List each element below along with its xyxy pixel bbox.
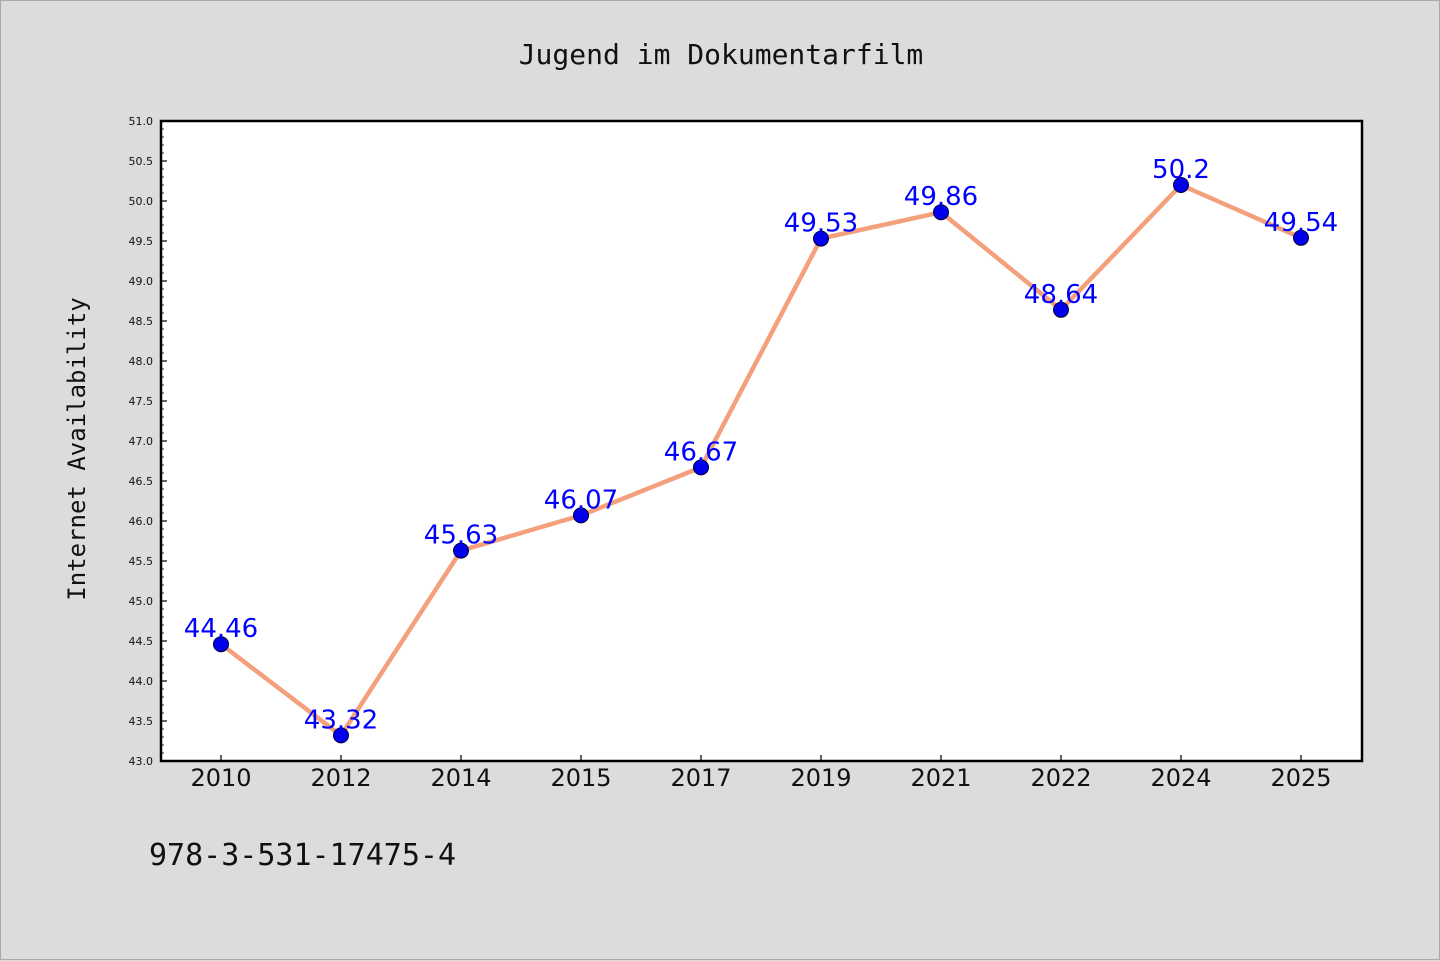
y-tick-label: 50.0 bbox=[129, 195, 154, 208]
data-label: 45.63 bbox=[424, 521, 498, 551]
y-tick-label: 47.0 bbox=[129, 435, 154, 448]
x-tick-label: 2010 bbox=[190, 764, 251, 792]
data-point-marker bbox=[573, 507, 589, 524]
x-tick-label: 2019 bbox=[790, 764, 851, 792]
y-tick-label: 43.5 bbox=[129, 715, 154, 728]
series-layer bbox=[213, 177, 1309, 744]
data-label: 49.86 bbox=[904, 182, 978, 212]
data-point-marker bbox=[1053, 301, 1069, 318]
data-point-marker bbox=[933, 204, 949, 221]
y-tick-label: 46.5 bbox=[129, 475, 154, 488]
y-tick-label: 43.0 bbox=[129, 755, 154, 768]
x-tick-label: 2024 bbox=[1150, 764, 1211, 792]
y-tick-label: 49.5 bbox=[129, 235, 154, 248]
data-label: 48.64 bbox=[1024, 280, 1098, 310]
y-tick-label: 48.0 bbox=[129, 355, 154, 368]
data-point-marker bbox=[693, 459, 709, 476]
y-axis: 43.0 43.5 44.0 44.5 45.0 45.5 46.0 46.5 47.0 47.5… bbox=[129, 115, 167, 768]
data-label: 49.54 bbox=[1264, 208, 1338, 238]
data-label: 43.32 bbox=[304, 705, 378, 735]
isbn-footer: 978-3-531-17475-4 bbox=[149, 838, 456, 873]
data-point-marker bbox=[333, 727, 349, 744]
series-line bbox=[218, 182, 1304, 738]
x-axis: 2010 2012 2014 2015 2017 2019 2021 2022 2024 2025 bbox=[190, 755, 1332, 792]
y-tick-label: 47.5 bbox=[129, 395, 154, 408]
data-label: 46.67 bbox=[664, 437, 738, 467]
x-tick-label: 2021 bbox=[910, 764, 971, 792]
data-point-marker bbox=[1173, 177, 1189, 193]
y-tick-label: 45.5 bbox=[129, 555, 154, 568]
x-tick-label: 2017 bbox=[670, 764, 731, 792]
data-point-marker bbox=[213, 636, 229, 653]
x-tick-label: 2025 bbox=[1270, 764, 1331, 792]
y-tick-label: 49.0 bbox=[129, 275, 154, 288]
data-point-marker bbox=[1293, 229, 1309, 246]
data-labels: 44.46 43.32 45.63 46.07 46.67 49.53 49.86 48.64… bbox=[184, 155, 1338, 735]
data-label: 50.2 bbox=[1152, 155, 1210, 185]
y-tick-label: 44.5 bbox=[129, 635, 154, 648]
y-tick-label: 46.0 bbox=[129, 515, 154, 528]
data-point-marker bbox=[813, 230, 829, 247]
x-tick-label: 2012 bbox=[310, 764, 371, 792]
x-tick-label: 2022 bbox=[1030, 764, 1091, 792]
data-label: 49.53 bbox=[784, 209, 858, 239]
x-tick-label: 2014 bbox=[430, 764, 491, 792]
plot-area bbox=[159, 119, 1364, 763]
y-tick-label: 51.0 bbox=[129, 115, 154, 128]
y-tick-label: 50.5 bbox=[129, 155, 154, 168]
x-tick-label: 2015 bbox=[550, 764, 611, 792]
y-tick-label: 44.0 bbox=[129, 675, 154, 688]
chart-title: Jugend im Dokumentarfilm bbox=[519, 38, 924, 71]
y-tick-label: 48.5 bbox=[129, 315, 154, 328]
data-point-marker bbox=[453, 542, 469, 559]
y-tick-label: 45.0 bbox=[129, 595, 154, 608]
data-label: 44.46 bbox=[184, 614, 258, 644]
data-label: 46.07 bbox=[544, 485, 618, 515]
y-axis-label: Internet Availability bbox=[63, 297, 91, 600]
